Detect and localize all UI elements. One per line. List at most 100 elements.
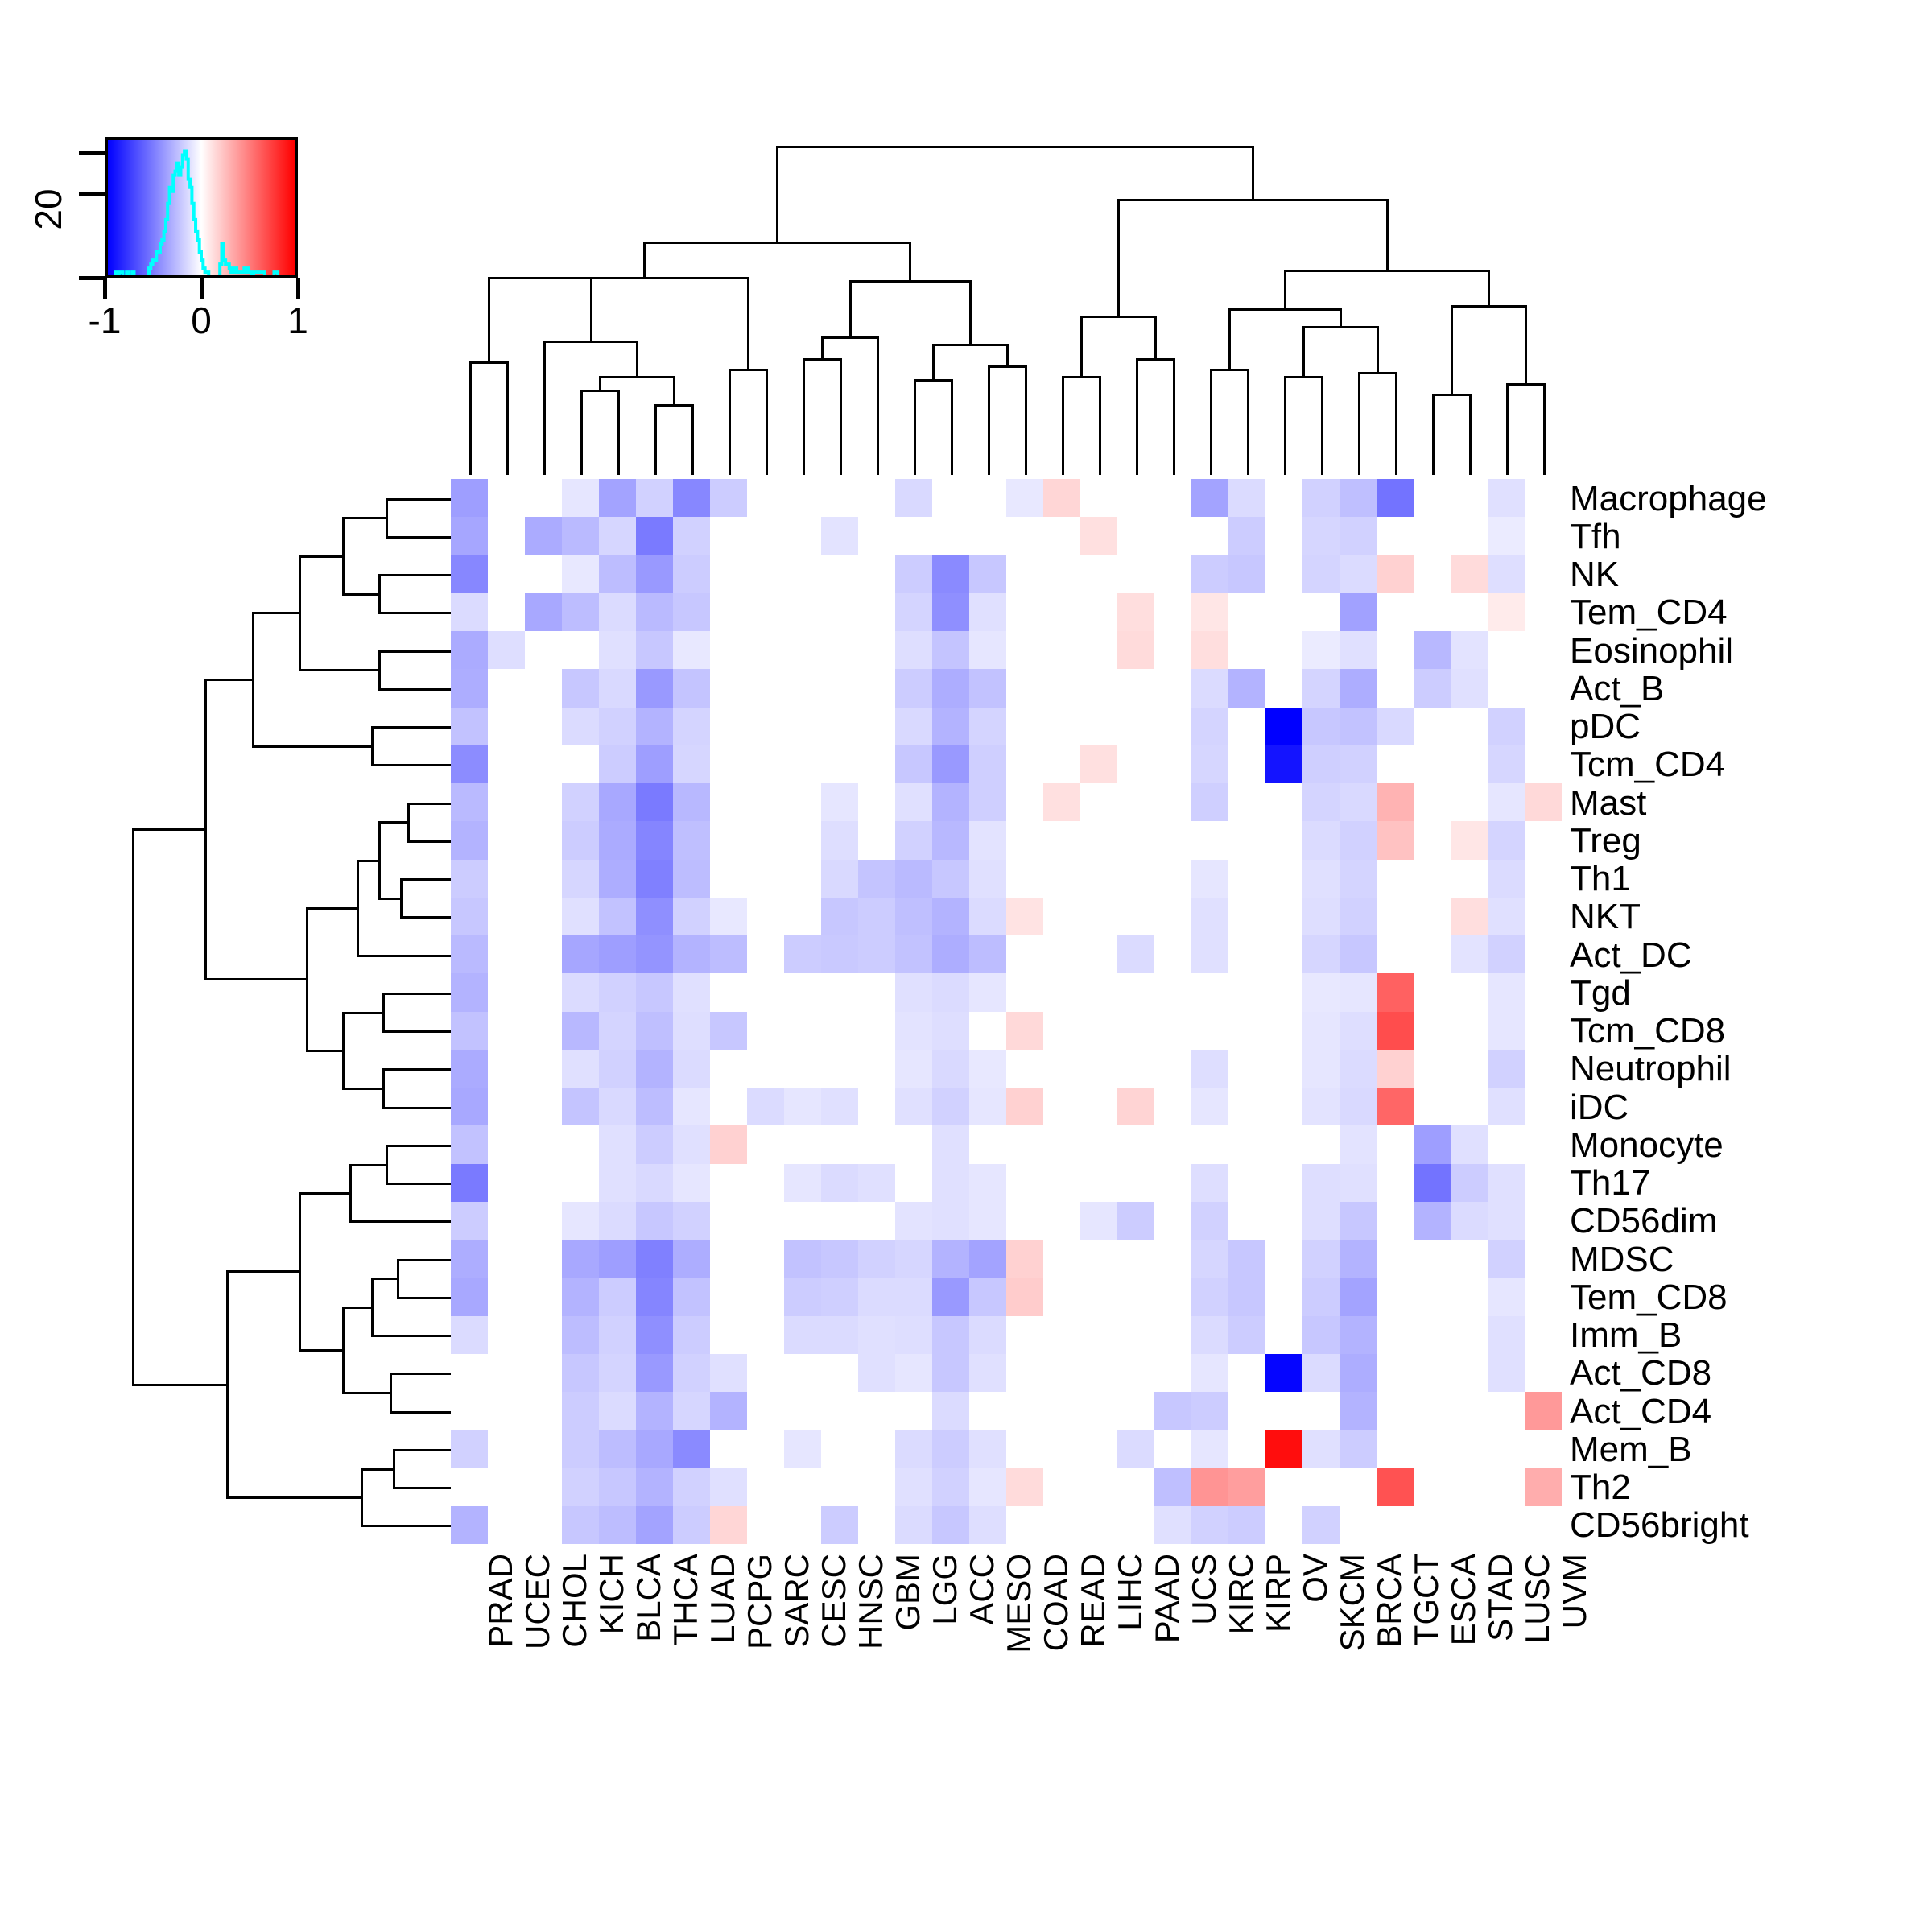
heatmap-cell xyxy=(1191,1240,1228,1278)
heatmap-cell xyxy=(1154,1392,1191,1430)
heatmap-cell xyxy=(932,1011,969,1050)
heatmap-cell xyxy=(1228,707,1265,745)
row-label: Tem_CD4 xyxy=(1570,592,1728,633)
heatmap-cell xyxy=(1340,669,1377,708)
heatmap-cell xyxy=(1302,745,1340,783)
heatmap-cell xyxy=(747,745,784,783)
heatmap-cell xyxy=(821,517,858,555)
heatmap-cell xyxy=(1451,1163,1488,1202)
heatmap-cell xyxy=(599,1505,636,1544)
heatmap-cell xyxy=(451,935,488,974)
heatmap-cell xyxy=(1191,1430,1228,1468)
heatmap-cell xyxy=(932,1163,969,1202)
dendrogram-branch xyxy=(1062,375,1099,378)
heatmap-cell xyxy=(932,745,969,783)
heatmap-cell xyxy=(1377,973,1414,1012)
heatmap-cell xyxy=(1414,897,1451,935)
heatmap-cell xyxy=(1340,973,1377,1012)
heatmap-cell xyxy=(636,592,673,631)
dendrogram-branch xyxy=(382,992,451,995)
heatmap-cell xyxy=(932,555,969,593)
heatmap-cell xyxy=(1154,707,1191,745)
heatmap-cell xyxy=(895,1392,932,1430)
column-label: CESC xyxy=(815,1554,852,1648)
color-key-y-tick xyxy=(79,150,105,155)
heatmap-cell xyxy=(784,479,821,518)
heatmap-cell xyxy=(1154,859,1191,898)
heatmap-cell xyxy=(525,592,562,631)
dendrogram-branch xyxy=(342,1088,382,1090)
heatmap-cell xyxy=(599,745,636,783)
heatmap-cell xyxy=(1191,669,1228,708)
heatmap-cell xyxy=(858,973,895,1012)
dendrogram-branch xyxy=(407,802,410,840)
dendrogram-branch xyxy=(1136,357,1138,475)
heatmap-cell xyxy=(1525,1315,1562,1354)
heatmap-cell xyxy=(451,1240,488,1278)
heatmap-cell xyxy=(1265,479,1302,518)
heatmap-cell xyxy=(525,1468,562,1506)
dendrogram-branch xyxy=(1006,344,1009,365)
heatmap-cell xyxy=(895,631,932,670)
heatmap-cell xyxy=(673,821,710,860)
heatmap-cell xyxy=(599,1088,636,1126)
heatmap-cell xyxy=(451,1353,488,1392)
heatmap-cell xyxy=(1451,1430,1488,1468)
dendrogram-branch xyxy=(599,375,601,390)
heatmap-cell xyxy=(1302,935,1340,974)
heatmap-cell xyxy=(1451,897,1488,935)
heatmap-cell xyxy=(1340,859,1377,898)
heatmap-cell xyxy=(1265,897,1302,935)
dendrogram-branch xyxy=(396,1296,451,1299)
heatmap-cell xyxy=(1525,897,1562,935)
row-label: Neutrophil xyxy=(1570,1049,1732,1089)
heatmap-cell xyxy=(1228,1011,1265,1050)
heatmap-cell xyxy=(969,1505,1006,1544)
heatmap-cell xyxy=(1340,1201,1377,1240)
heatmap-cell xyxy=(1488,669,1525,708)
heatmap-cell xyxy=(932,1201,969,1240)
heatmap-cell xyxy=(1117,1392,1154,1430)
heatmap-cell xyxy=(451,1125,488,1164)
dendrogram-branch xyxy=(378,821,407,824)
heatmap-cell xyxy=(858,479,895,518)
heatmap-cell xyxy=(1265,745,1302,783)
heatmap-cell xyxy=(969,973,1006,1012)
heatmap-cell xyxy=(1265,821,1302,860)
heatmap-cell xyxy=(895,897,932,935)
heatmap-cell xyxy=(932,517,969,555)
heatmap-cell xyxy=(895,1278,932,1316)
heatmap-cell xyxy=(1451,859,1488,898)
heatmap-cell xyxy=(1117,1088,1154,1126)
dendrogram-branch xyxy=(396,1258,399,1297)
heatmap-matrix xyxy=(451,479,1562,1544)
row-label: Th17 xyxy=(1570,1163,1651,1203)
heatmap-cell xyxy=(1228,973,1265,1012)
heatmap-cell xyxy=(562,1505,599,1544)
heatmap-cell xyxy=(1043,517,1080,555)
heatmap-cell xyxy=(1340,783,1377,822)
heatmap-cell xyxy=(451,1163,488,1202)
heatmap-cell xyxy=(1228,1392,1265,1430)
heatmap-cell xyxy=(1191,517,1228,555)
heatmap-cell xyxy=(673,1240,710,1278)
heatmap-cell xyxy=(1043,1468,1080,1506)
heatmap-cell xyxy=(1340,1505,1377,1544)
dendrogram-branch xyxy=(988,365,1025,368)
heatmap-cell xyxy=(932,1088,969,1126)
heatmap-cell xyxy=(895,1505,932,1544)
heatmap-cell xyxy=(451,1430,488,1468)
heatmap-cell xyxy=(1414,1468,1451,1506)
heatmap-cell xyxy=(1525,1201,1562,1240)
heatmap-cell xyxy=(969,1163,1006,1202)
heatmap-cell xyxy=(710,669,747,708)
heatmap-cell xyxy=(858,783,895,822)
heatmap-cell xyxy=(1451,669,1488,708)
heatmap-cell xyxy=(1340,1430,1377,1468)
heatmap-cell xyxy=(525,707,562,745)
heatmap-cell xyxy=(969,1353,1006,1392)
heatmap-cell xyxy=(1043,555,1080,593)
heatmap-cell xyxy=(451,1468,488,1506)
color-key-y-axis xyxy=(79,137,105,280)
heatmap-cell xyxy=(1451,707,1488,745)
